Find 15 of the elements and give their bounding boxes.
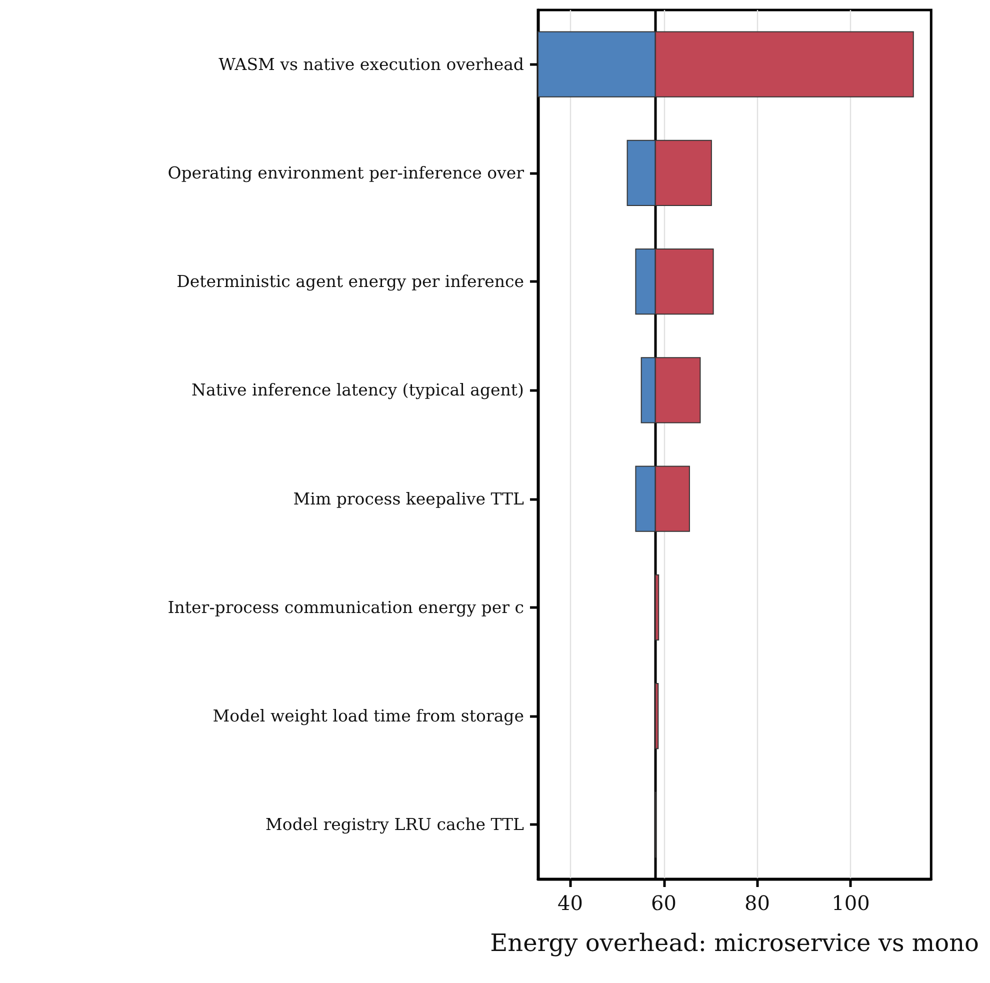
y-tick-label: Mim process keepalive TTL (293, 489, 524, 508)
y-tick-label: Deterministic agent energy per inference (176, 272, 524, 292)
y-tick-label: Inter-process communication energy per c (168, 598, 524, 617)
y-tick-label: Native inference latency (typical agent) (192, 380, 524, 400)
y-tick-label: Model weight load time from storage (212, 706, 524, 726)
x-tick-label: 60 (651, 891, 676, 915)
bar (654, 574, 660, 641)
bar (654, 682, 659, 750)
x-tick-label: 40 (558, 891, 583, 915)
x-tick-label: 80 (744, 891, 770, 915)
x-tick-label: 100 (832, 891, 870, 915)
y-tick-label: WASM vs native execution overhead (218, 54, 524, 74)
y-tick-label: Model registry LRU cache TTL (266, 815, 524, 834)
y-tick-label: Operating environment per-inference over (168, 163, 524, 182)
x-axis-title: Energy overhead: microservice vs mono (490, 929, 980, 957)
